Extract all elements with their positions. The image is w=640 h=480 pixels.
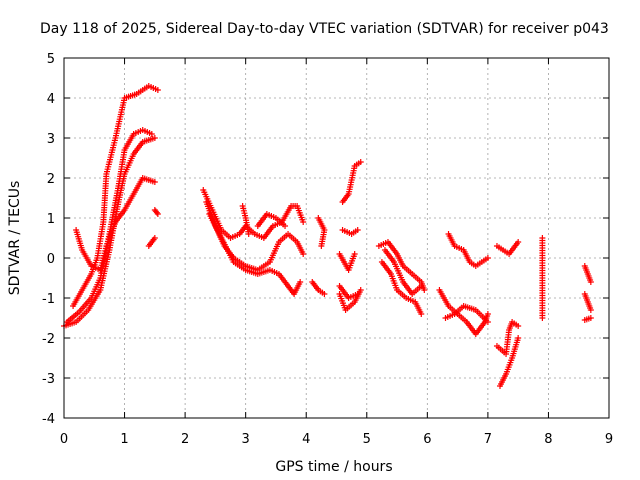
data-point	[300, 251, 307, 257]
data-point	[587, 279, 594, 285]
y-tick-label: 0	[47, 252, 55, 267]
series-track-d	[73, 175, 161, 273]
data-point	[351, 251, 358, 257]
data-point	[153, 209, 160, 216]
grid	[64, 58, 609, 418]
plot-frame	[63, 57, 610, 419]
data-point	[418, 311, 425, 317]
data-point	[297, 279, 304, 285]
data-point	[151, 235, 158, 241]
y-tick-label: -3	[42, 372, 55, 387]
data-point	[484, 319, 491, 325]
axis-ticks: 0 1 2 3 4 5 6 7 8 9 -4 -3 -2 -1 0 1 2 3 4 5	[42, 52, 613, 447]
chart-title: Day 118 of 2025, Sidereal Day-to-day VTE…	[40, 21, 609, 37]
data-point	[357, 287, 364, 293]
data-point	[484, 255, 491, 261]
x-tick-label: 0	[60, 432, 68, 447]
data-point	[321, 291, 328, 297]
data-point	[354, 291, 361, 297]
data-point	[354, 227, 361, 233]
x-tick-label: 5	[363, 432, 371, 447]
data-point	[587, 307, 594, 313]
data-point	[587, 315, 594, 321]
data-point	[154, 211, 161, 217]
series-track-e	[200, 159, 364, 249]
data-point	[318, 243, 325, 249]
y-tick-label: -4	[42, 412, 55, 427]
data-point	[300, 219, 307, 225]
x-tick-label: 4	[302, 432, 310, 447]
y-tick-label: -1	[42, 292, 55, 307]
y-tick-label: -2	[42, 332, 55, 347]
data-point	[151, 179, 158, 185]
series-track-g	[206, 211, 364, 313]
series-track-h	[375, 239, 428, 317]
x-tick-label: 6	[423, 432, 431, 447]
data-point	[148, 131, 155, 137]
data-point	[515, 323, 522, 329]
y-axis-label: SDTVAR / TECUs	[7, 181, 23, 296]
y-tick-label: 5	[47, 52, 55, 67]
series-track-c	[70, 83, 161, 309]
y-tick-label: 4	[47, 92, 55, 107]
data-point	[282, 223, 289, 229]
x-tick-label: 8	[544, 432, 552, 447]
x-tick-label: 7	[484, 432, 492, 447]
data-point	[421, 287, 428, 293]
data-point	[515, 239, 522, 245]
data-point	[245, 231, 252, 237]
x-axis-label: GPS time / hours	[275, 459, 392, 475]
x-tick-label: 3	[242, 432, 250, 447]
y-tick-label: 3	[47, 132, 55, 147]
x-tick-label: 1	[120, 432, 128, 447]
data-point	[151, 135, 158, 141]
x-tick-label: 9	[605, 432, 613, 447]
data-point	[418, 283, 425, 289]
x-tick-label: 2	[181, 432, 189, 447]
data-point	[357, 159, 364, 165]
data-point	[484, 311, 491, 317]
data-point	[154, 87, 161, 93]
data-point	[515, 335, 522, 341]
y-tick-label: 1	[47, 212, 55, 227]
data-point	[539, 315, 546, 321]
data-points	[61, 83, 594, 389]
series-track-i	[436, 231, 491, 337]
y-tick-label: 2	[47, 172, 55, 187]
series-track-j	[493, 235, 594, 389]
